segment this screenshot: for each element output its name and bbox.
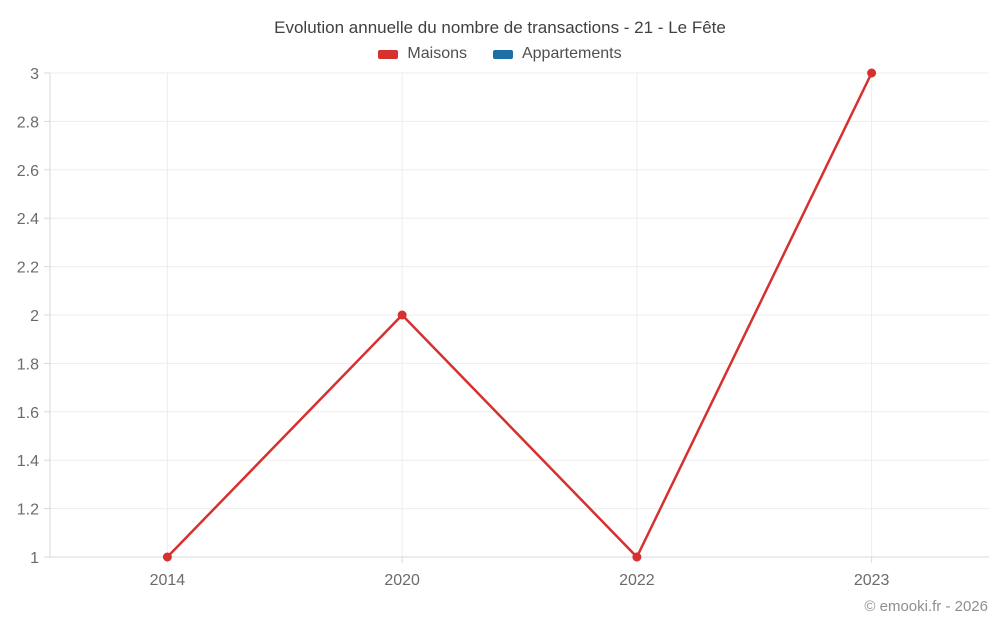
y-tick-label-1.4: 1.4 [17, 453, 39, 470]
legend-item-appartements[interactable]: Appartements [492, 45, 622, 63]
x-tick-label-2014: 2014 [150, 572, 186, 589]
y-tick-label-1: 1 [30, 550, 39, 567]
x-tick-label-2023: 2023 [854, 572, 890, 589]
y-tick-label-2.4: 2.4 [17, 211, 39, 228]
data-point-maisons-2014[interactable] [162, 552, 172, 562]
legend-swatch-appartements-icon [492, 49, 513, 59]
y-tick-label-1.2: 1.2 [17, 502, 39, 519]
x-tick-label-2020: 2020 [384, 572, 420, 589]
y-tick-label-2.8: 2.8 [17, 114, 39, 131]
legend-label-maisons: Maisons [407, 45, 467, 62]
y-tick-label-2.2: 2.2 [17, 260, 39, 277]
y-tick-label-3: 3 [30, 66, 39, 83]
y-tick-label-1.6: 1.6 [17, 405, 39, 422]
data-point-maisons-2020[interactable] [397, 310, 407, 320]
chart-title: Evolution annuelle du nombre de transact… [274, 18, 726, 37]
x-tick-label-2022: 2022 [619, 572, 655, 589]
y-tick-label-1.8: 1.8 [17, 356, 39, 373]
legend-item-maisons[interactable]: Maisons [378, 45, 467, 63]
series-line-maisons [166, 71, 873, 559]
y-tick-label-2.6: 2.6 [17, 163, 39, 180]
data-point-maisons-2022[interactable] [632, 552, 642, 562]
legend-label-appartements: Appartements [521, 45, 622, 62]
chart-legend: Maisons Appartements [0, 45, 1000, 63]
y-tick-label-2: 2 [30, 308, 39, 325]
data-point-maisons-2023[interactable] [867, 68, 877, 78]
legend-swatch-maisons-icon [378, 49, 399, 59]
chart-footer-credit: © emooki.fr - 2026 [864, 598, 988, 615]
